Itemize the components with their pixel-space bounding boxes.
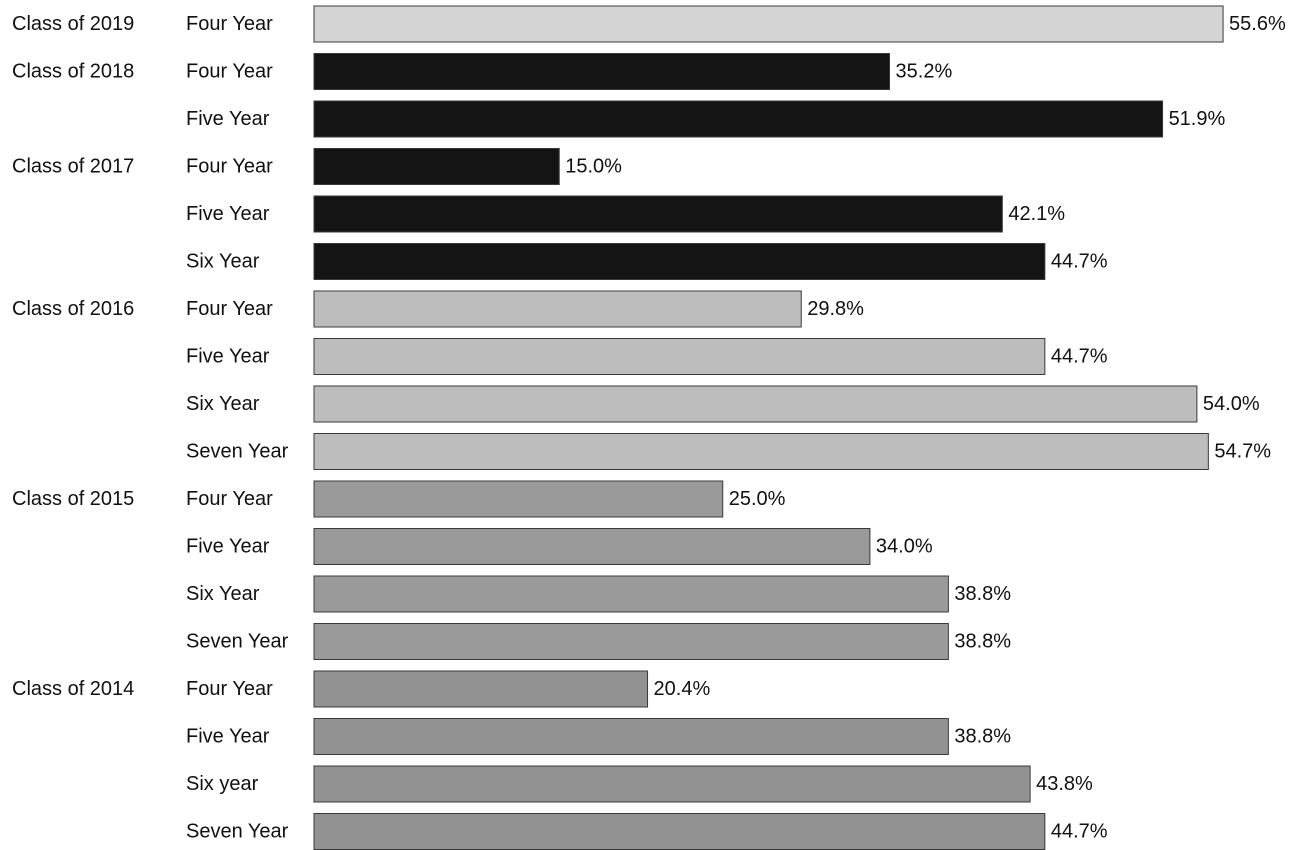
group-label: Class of 2014 [12, 678, 134, 700]
value-label: 20.4% [654, 678, 711, 700]
value-label: 54.7% [1214, 441, 1271, 463]
category-label: Six Year [186, 583, 260, 605]
category-label: Five Year [186, 346, 270, 368]
value-label: 55.6% [1229, 13, 1286, 35]
value-label: 44.7% [1051, 821, 1108, 843]
group-label: Class of 2017 [12, 156, 134, 178]
bar-group: Class of 2017 Four Year 15.0% Five Year 42.1… [12, 148, 1108, 280]
category-label: Six Year [186, 393, 260, 415]
value-label: 44.7% [1051, 251, 1108, 273]
category-label: Four Year [186, 678, 273, 700]
bar [313, 528, 871, 565]
group-label: Class of 2016 [12, 298, 134, 320]
bar [313, 480, 724, 518]
category-label: Five Year [186, 536, 270, 558]
value-label: 15.0% [565, 156, 622, 178]
bar-group: Class of 2019 Four Year 55.6% [12, 5, 1286, 43]
value-label: 44.7% [1051, 346, 1108, 368]
value-label: 38.8% [954, 726, 1011, 748]
bar-group: Class of 2016 Four Year 29.8% Five Year 44.7… [12, 290, 1271, 470]
value-label: 25.0% [729, 488, 786, 510]
category-label: Six year [186, 773, 259, 795]
category-label: Four Year [186, 61, 273, 83]
category-label: Six Year [186, 251, 260, 273]
bar [313, 5, 1224, 43]
category-label: Five Year [186, 108, 270, 130]
bar-group: Class of 2014 Four Year 20.4% Five Year 38.8… [12, 670, 1108, 850]
bar [313, 575, 949, 613]
category-label: Seven Year [186, 631, 289, 653]
value-label: 35.2% [896, 61, 953, 83]
group-label: Class of 2015 [12, 488, 134, 510]
category-label: Four Year [186, 156, 273, 178]
bar [313, 623, 949, 660]
value-label: 38.8% [954, 631, 1011, 653]
value-label: 43.8% [1036, 773, 1093, 795]
bar [313, 148, 560, 185]
value-label: 29.8% [807, 298, 864, 320]
bar [313, 290, 802, 328]
bar [313, 243, 1046, 280]
bar [313, 100, 1164, 138]
category-label: Seven Year [186, 821, 289, 843]
value-label: 38.8% [954, 583, 1011, 605]
category-label: Five Year [186, 726, 270, 748]
group-label: Class of 2019 [12, 13, 134, 35]
value-label: 51.9% [1169, 108, 1226, 130]
bar [313, 813, 1046, 850]
category-label: Five Year [186, 203, 270, 225]
category-label: Four Year [186, 13, 273, 35]
bar [313, 718, 949, 755]
bar [313, 433, 1209, 470]
value-label: 34.0% [876, 536, 933, 558]
group-label: Class of 2018 [12, 61, 134, 83]
bar [313, 385, 1198, 423]
bar-group: Class of 2018 Four Year 35.2% Five Year 51.9… [12, 53, 1226, 138]
category-label: Four Year [186, 298, 273, 320]
category-label: Four Year [186, 488, 273, 510]
value-label: 54.0% [1203, 393, 1260, 415]
category-label: Seven Year [186, 441, 289, 463]
bar-group: Class of 2015 Four Year 25.0% Five Year 34.0… [12, 480, 1011, 660]
bar [313, 338, 1046, 375]
bar [313, 195, 1003, 233]
bar [313, 53, 891, 90]
value-label: 42.1% [1008, 203, 1065, 225]
bar [313, 670, 649, 708]
bar [313, 765, 1031, 803]
